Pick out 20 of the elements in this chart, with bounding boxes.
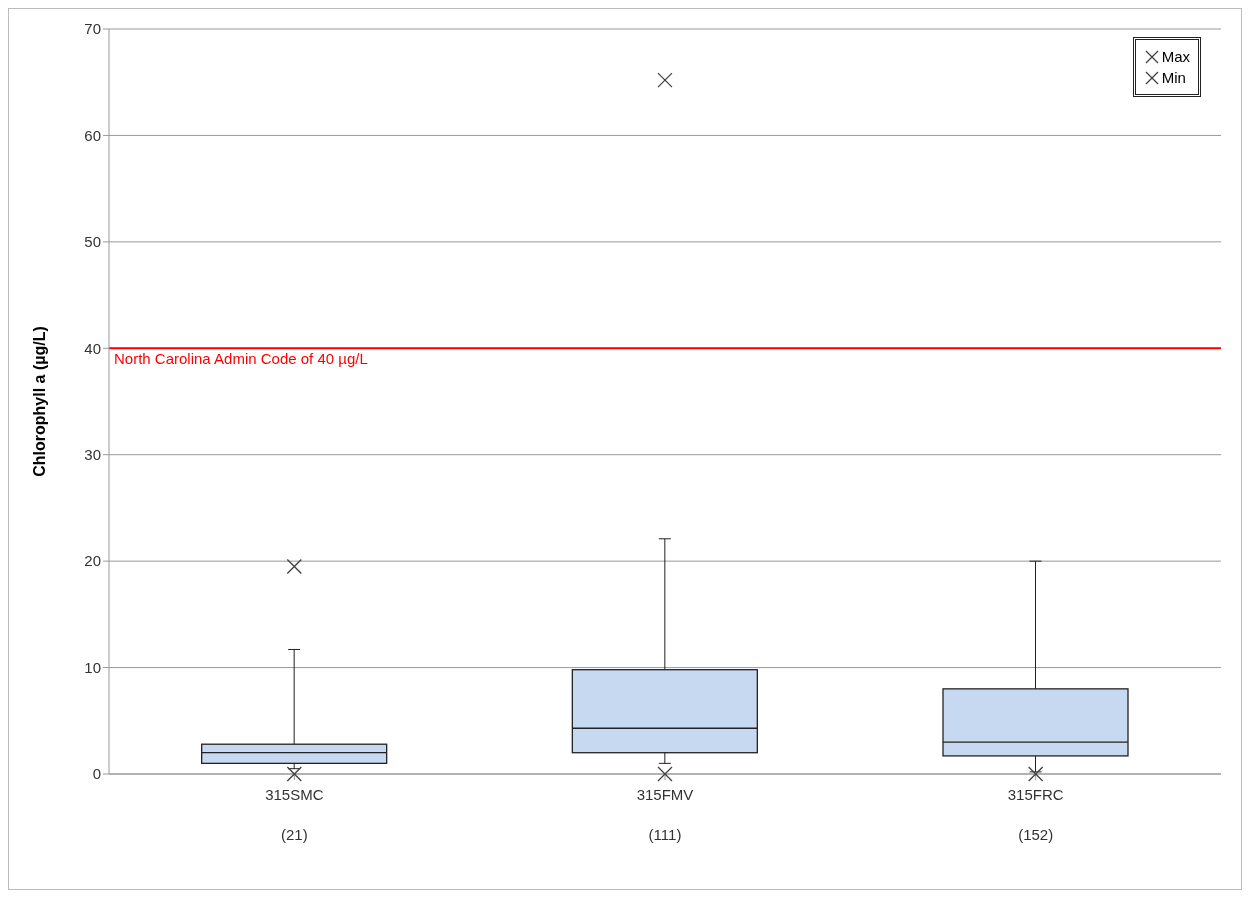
legend-label: Max bbox=[1161, 48, 1190, 65]
y-tick-label: 40 bbox=[84, 339, 101, 357]
point bbox=[286, 766, 302, 782]
point bbox=[657, 766, 673, 782]
point bbox=[657, 72, 673, 88]
y-axis-title: Chlorophyll a (µg/L) bbox=[30, 326, 48, 477]
y-tick-label: 60 bbox=[84, 126, 101, 144]
y-tick-label: 50 bbox=[84, 233, 101, 251]
y-tick-label: 70 bbox=[84, 20, 101, 38]
y-tick-label: 10 bbox=[84, 658, 101, 676]
category-label: 315SMC (21) bbox=[265, 786, 324, 843]
y-tick-label: 0 bbox=[92, 765, 101, 783]
point bbox=[286, 558, 302, 575]
y-tick-label: 30 bbox=[84, 446, 101, 464]
category-label: 315FRC (152) bbox=[1007, 786, 1064, 843]
point bbox=[1028, 766, 1044, 782]
ref-line-label: North Carolina Admin Code of 40 µg/L bbox=[114, 349, 368, 367]
category-label: 315FMV (111) bbox=[636, 786, 694, 843]
y-tick-label: 20 bbox=[84, 552, 101, 570]
legend-label: Min bbox=[1161, 69, 1186, 86]
